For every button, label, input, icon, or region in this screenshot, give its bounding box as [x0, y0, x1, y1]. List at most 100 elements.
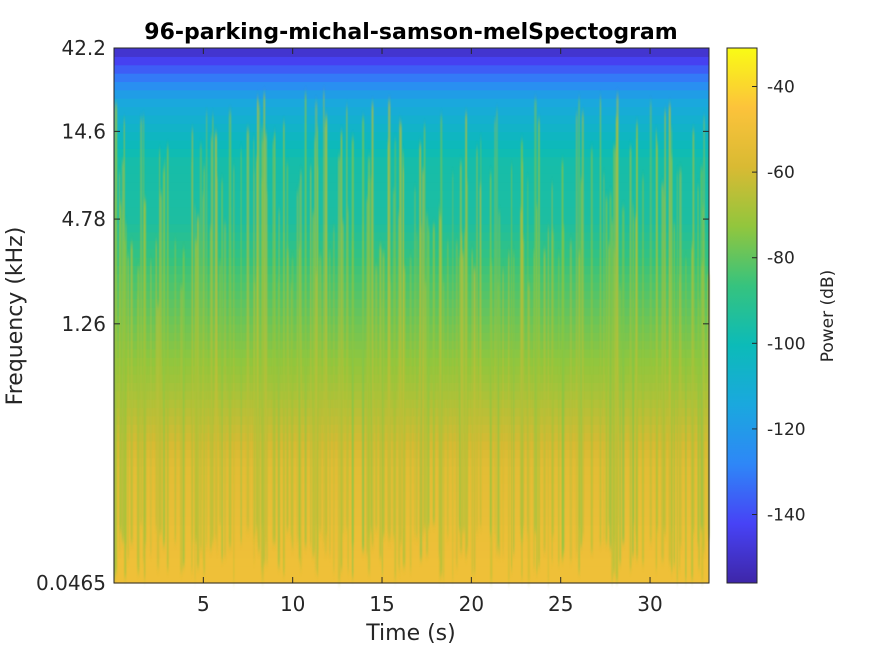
spectrogram-streak: [340, 132, 343, 569]
spectrogram-streak: [228, 111, 232, 547]
spectrogram-streak: [375, 267, 378, 530]
spectrogram-streak: [325, 116, 328, 535]
spectrogram-streak: [402, 168, 404, 529]
spectrogram-streak: [479, 184, 482, 524]
spectrogram-band: [114, 98, 709, 108]
spectrogram-streak: [337, 156, 341, 582]
spectrogram-streak: [263, 94, 266, 564]
spectrogram-streak: [439, 216, 442, 578]
spectrogram-streak: [697, 186, 699, 544]
spectrogram-streak: [362, 117, 365, 551]
spectrogram-streak: [611, 220, 614, 582]
spectrogram-band: [114, 106, 709, 116]
spectrogram-streak: [123, 120, 125, 542]
spectrogram-streak: [698, 300, 701, 569]
spectrogram-streak: [508, 253, 510, 583]
spectrogram-streak: [351, 243, 354, 577]
spectrogram-streak: [511, 166, 513, 570]
spectrogram-streak: [317, 127, 319, 575]
chart-title: 96-parking-michal-samson-melSpectogram: [144, 20, 677, 45]
x-tick-label: 15: [369, 592, 394, 616]
spectrogram-band: [114, 64, 709, 74]
spectrogram-streak: [536, 206, 538, 573]
colorbar: -40 -60 -80 -100 -120 -140 Power (dB): [726, 47, 838, 584]
y-axis: 0.0465 1.26 4.78 14.6 42.2: [36, 36, 709, 595]
spectrogram-streak: [143, 200, 147, 544]
spectrogram-streak: [497, 284, 499, 547]
spectrogram-streak: [622, 208, 625, 543]
spectrogram-streak: [423, 126, 426, 527]
x-axis-label: Time (s): [365, 621, 455, 646]
spectrogram-streak: [156, 305, 160, 568]
spectrogram-streak: [520, 209, 523, 529]
spectrogram-streak: [159, 193, 163, 533]
spectrogram-streak: [466, 181, 468, 549]
spectrogram-streak: [673, 224, 675, 565]
x-tick-label: 20: [459, 592, 484, 616]
spectrogram-streak: [121, 214, 124, 542]
spectrogram-band: [114, 574, 709, 584]
spectrogram-streak: [575, 114, 578, 554]
spectrogram-streak: [414, 189, 416, 536]
spectrogram-streak: [691, 243, 693, 581]
spectrogram-streak: [277, 281, 280, 567]
spectrogram-streak: [257, 104, 261, 551]
spectrogram-streak: [432, 225, 435, 524]
spectrogram-streak: [668, 105, 671, 564]
spectrogram-streak: [452, 174, 454, 580]
y-tick-label: 42.2: [61, 36, 106, 60]
spectrogram-streak: [191, 130, 194, 542]
spectrogram-streak: [196, 216, 200, 568]
spectrogram-streak: [333, 228, 335, 572]
spectrogram-streak: [422, 170, 425, 535]
spectrogram-streak: [180, 287, 183, 572]
spectrogram-band: [114, 173, 709, 183]
spectrogram-streak: [256, 98, 259, 541]
spectrogram-band: [114, 223, 709, 233]
spectrogram-streak: [562, 226, 565, 552]
spectrogram-streak: [614, 147, 617, 570]
spectrogram-streak: [392, 190, 396, 537]
spectrogram-streak: [685, 259, 687, 580]
spectrogram-streak: [465, 113, 468, 557]
spectrogram-band: [114, 240, 709, 250]
spectrogram-streak: [580, 178, 583, 546]
spectrogram-band: [114, 190, 709, 200]
plot-frame: [113, 47, 710, 584]
spectrogram-band: [114, 231, 709, 241]
spectrogram-streak: [403, 267, 406, 567]
spectrogram-band: [114, 215, 709, 225]
spectrogram-streak: [212, 116, 214, 542]
spectrogram-streak: [223, 223, 227, 557]
spectrogram-streak: [194, 240, 198, 542]
colorbar-tick-label: -60: [767, 163, 795, 183]
colorbar-tick-label: -40: [767, 78, 795, 98]
spectrogram-streak: [676, 172, 678, 582]
colorbar-tick-label: -80: [767, 249, 795, 269]
spectrogram-band: [114, 148, 709, 158]
spectrogram-streak: [114, 104, 118, 572]
spectrogram-streak: [460, 233, 463, 552]
x-tick-label: 10: [280, 592, 305, 616]
spectrogram-streak: [203, 167, 206, 573]
spectrogram-streak: [370, 177, 372, 531]
spectrogram-streak: [502, 270, 504, 555]
spectrogram-streak: [679, 276, 681, 569]
spectrogram-band: [114, 81, 709, 91]
spectrogram-streak: [219, 262, 221, 525]
spectrogram-band: [114, 165, 709, 174]
spectrogram-streak: [603, 175, 605, 541]
spectrogram-streak: [409, 257, 412, 570]
spectrogram-band: [114, 181, 709, 191]
spectrogram-streak: [399, 123, 402, 543]
spectrogram-streak: [569, 242, 572, 561]
spectrogram-band: [114, 131, 709, 141]
spectrogram-streak: [240, 149, 242, 542]
spectrogram-streak: [371, 104, 374, 546]
spectrogram-streak: [214, 133, 218, 538]
spectrogram-streak: [264, 133, 268, 543]
colorbar-gradient: [726, 47, 758, 584]
spectrogram-streak: [137, 295, 139, 564]
spectrogram-streak: [174, 241, 177, 542]
